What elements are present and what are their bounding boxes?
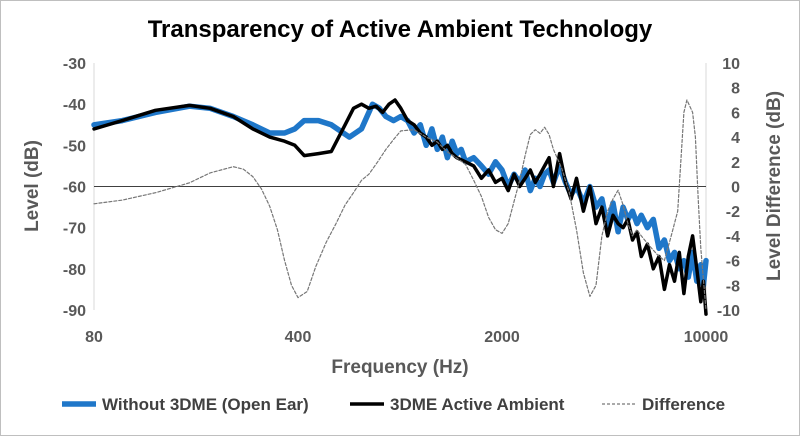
y-tick-label: -40	[63, 97, 86, 114]
legend: Without 3DME (Open Ear) 3DME Active Ambie…	[62, 395, 725, 414]
y-axis-label: Level (dB)	[22, 140, 43, 232]
y-tick-label: -30	[63, 56, 86, 73]
y2-tick-label: -4	[726, 229, 740, 246]
legend-label: Difference	[642, 395, 725, 414]
y-tick-label: -50	[63, 138, 86, 155]
series-line-3dme-active-ambient	[92, 98, 708, 316]
x-axis-ticks: 80 400 2000 10000	[85, 329, 728, 346]
y2-tick-label: 6	[731, 105, 740, 122]
y-axis-ticks: -30 -40 -50 -60 -70 -80 -90	[63, 56, 86, 320]
y2-tick-label: 10	[722, 56, 740, 73]
chart-title: Transparency of Active Ambient Technolog…	[148, 16, 653, 43]
x-tick-label: 2000	[484, 329, 520, 346]
y2-tick-label: 2	[731, 155, 740, 172]
y2-tick-label: -2	[726, 204, 740, 221]
x-tick-label: 10000	[684, 329, 729, 346]
y-tick-label: -90	[63, 303, 86, 320]
y2-axis-ticks: 10 8 6 4 2 0 -2 -4 -6 -8 -10	[717, 56, 740, 320]
y2-axis-label: Level Difference (dB)	[764, 91, 785, 281]
y2-tick-label: 0	[731, 180, 740, 197]
legend-label: Without 3DME (Open Ear)	[102, 395, 309, 414]
series-layer	[91, 98, 709, 316]
x-tick-label: 400	[285, 329, 312, 346]
x-tick-label: 80	[85, 329, 103, 346]
plot-area	[93, 63, 707, 310]
y2-tick-label: 4	[731, 130, 740, 147]
legend-label: 3DME Active Ambient	[390, 395, 565, 414]
x-axis-label: Frequency (Hz)	[331, 357, 468, 378]
y2-tick-label: -8	[726, 278, 740, 295]
y-tick-label: -70	[63, 221, 86, 238]
y-tick-label: -60	[63, 180, 86, 197]
y2-tick-label: -6	[726, 254, 740, 271]
y2-tick-label: 8	[731, 81, 740, 98]
series-line-difference	[93, 99, 707, 311]
y2-tick-label: -10	[717, 303, 740, 320]
y-tick-label: -80	[63, 262, 86, 279]
